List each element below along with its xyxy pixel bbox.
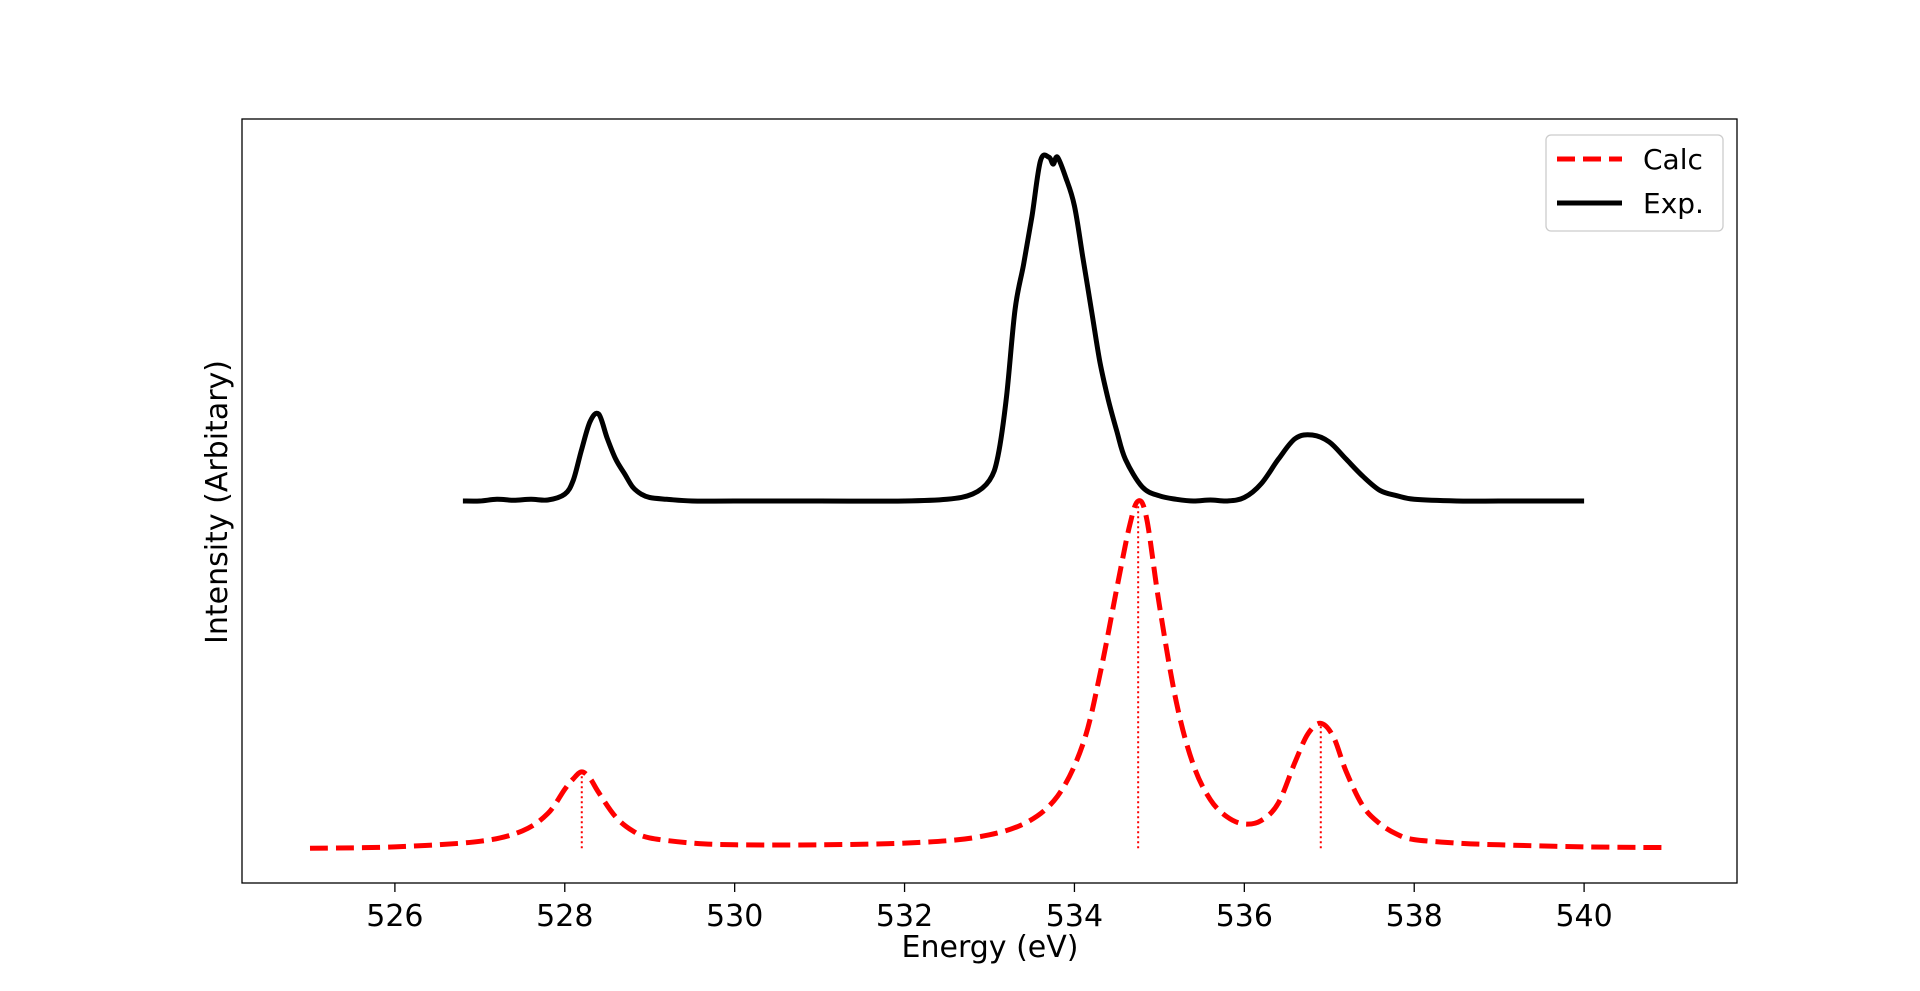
plot-layer [309, 152, 1670, 851]
y-axis-label: Intensity (Arbitary) [200, 360, 235, 644]
x-axis-label: Energy (eV) [902, 930, 1079, 965]
exp-series-line [462, 152, 1585, 504]
x-tick-label: 536 [1216, 899, 1273, 934]
calc-series-line [309, 498, 1670, 851]
x-tick-label: 528 [536, 899, 593, 934]
legend-label: Calc [1643, 143, 1703, 176]
x-tick-label: 538 [1386, 899, 1443, 934]
plot-frame [241, 118, 1738, 884]
axes-layer: 526 528 530 532 534 536 538 540 [241, 118, 1738, 934]
x-tick-label: 540 [1555, 899, 1612, 934]
x-tick-label: 526 [366, 899, 423, 934]
x-tick-label: 532 [876, 899, 933, 934]
x-tick-label: 530 [706, 899, 763, 934]
x-tick-label: 534 [1046, 899, 1103, 934]
legend-label: Exp. [1643, 187, 1704, 220]
legend: Calc Exp. [1545, 134, 1724, 232]
data-group [309, 152, 1670, 851]
